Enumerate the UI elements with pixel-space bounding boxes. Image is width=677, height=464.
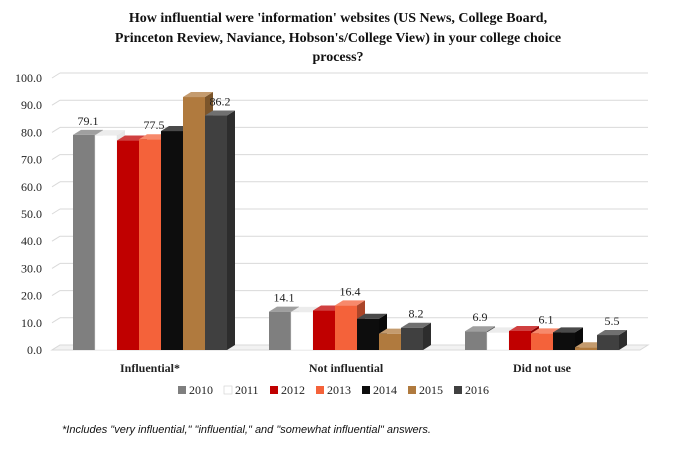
bar	[465, 331, 487, 350]
bar	[575, 347, 597, 350]
gridline-side	[51, 126, 61, 133]
bar	[486, 332, 510, 351]
legend-label: 2014	[373, 383, 397, 397]
bar-top	[465, 326, 495, 332]
bar	[161, 131, 183, 350]
bar-side	[227, 110, 235, 350]
data-label: 79.1	[78, 114, 99, 128]
data-label: 86.2	[210, 95, 231, 109]
bar	[94, 134, 118, 351]
legend-swatch	[178, 386, 186, 394]
bar	[531, 333, 553, 350]
legend-swatch	[408, 386, 416, 394]
bar	[357, 318, 379, 350]
bar	[401, 327, 423, 350]
bar	[205, 115, 227, 350]
bar-top	[95, 130, 125, 136]
y-tick-label: 60.0	[21, 180, 42, 194]
bar-side	[423, 322, 431, 350]
y-tick-label: 10.0	[21, 316, 42, 330]
legend-swatch	[316, 386, 324, 394]
gridline-side	[51, 99, 61, 106]
gridline-side	[51, 262, 61, 269]
gridline-side	[51, 317, 61, 324]
legend-label: 2011	[235, 383, 259, 397]
x-category-label: Not influential	[309, 361, 384, 375]
bar	[290, 311, 314, 351]
legend-label: 2015	[419, 383, 443, 397]
bar-top	[401, 322, 431, 328]
y-tick-label: 40.0	[21, 234, 42, 248]
bar-top	[553, 327, 583, 333]
bar-side	[619, 330, 627, 350]
bar-top	[335, 300, 365, 306]
bar	[139, 139, 161, 350]
bar	[597, 335, 619, 350]
legend-label: 2010	[189, 383, 213, 397]
legend-label: 2013	[327, 383, 351, 397]
y-tick-label: 100.0	[15, 71, 42, 85]
bar	[509, 330, 531, 350]
chart-title-line-3: process?	[312, 50, 363, 65]
bar	[73, 134, 95, 350]
legend-swatch	[362, 386, 370, 394]
bar-top	[509, 325, 539, 331]
chart-title-line-2: Princeton Review, Naviance, Hobson's/Col…	[115, 31, 561, 46]
legend-swatch	[454, 386, 462, 394]
legend-swatch	[223, 385, 233, 395]
bar	[553, 332, 575, 350]
bar	[379, 333, 401, 350]
bar	[183, 97, 205, 350]
y-tick-label: 80.0	[21, 125, 42, 139]
data-label: 14.1	[274, 291, 295, 305]
legend-label: 2016	[465, 383, 489, 397]
y-tick-label: 0.0	[27, 343, 42, 357]
data-label: 16.4	[340, 284, 361, 298]
y-tick-label: 90.0	[21, 98, 42, 112]
gridline-side	[51, 290, 61, 297]
legend-swatch	[270, 386, 278, 394]
legend-label: 2012	[281, 383, 305, 397]
x-category-label: Did not use	[513, 361, 572, 375]
bar	[313, 310, 335, 350]
bar	[335, 305, 357, 350]
bar-top	[183, 92, 213, 98]
bar-top	[269, 306, 299, 312]
bar-top	[73, 129, 103, 135]
chart-title-line-1: How influential were 'information' websi…	[129, 11, 547, 26]
y-tick-label: 30.0	[21, 261, 42, 275]
data-label: 6.9	[473, 310, 488, 324]
gridline-side	[51, 72, 61, 79]
y-tick-label: 70.0	[21, 153, 42, 167]
y-tick-label: 50.0	[21, 207, 42, 221]
bar	[117, 140, 139, 350]
data-label: 5.5	[605, 314, 620, 328]
gridline-side	[51, 235, 61, 242]
y-tick-label: 20.0	[21, 289, 42, 303]
chart-footnote: *Includes "very influential," "influenti…	[62, 424, 431, 436]
x-category-label: Influential*	[120, 361, 180, 375]
bar	[269, 311, 291, 350]
bar-top	[205, 110, 235, 116]
gridline-side	[51, 154, 61, 161]
data-label: 8.2	[409, 307, 424, 321]
gridline-side	[51, 181, 61, 188]
bar-top	[597, 330, 627, 336]
data-label: 77.5	[144, 118, 165, 132]
data-label: 6.1	[539, 312, 554, 326]
bar-top	[357, 313, 387, 319]
gridline-side	[51, 208, 61, 215]
